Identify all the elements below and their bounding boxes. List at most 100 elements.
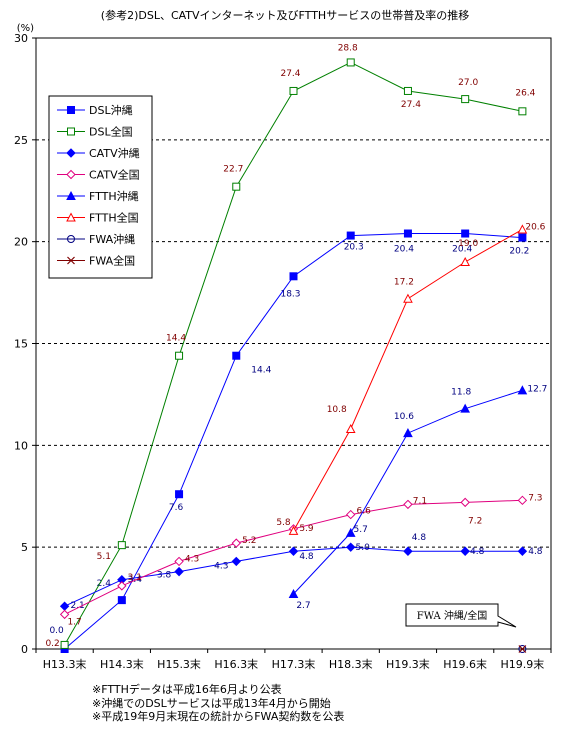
footnote-2: ※沖縄でのDSLサービスは平成13年4月から開始	[92, 696, 331, 710]
y-tick-label: 20	[14, 236, 28, 249]
data-label-DSL全国: 28.8	[338, 43, 358, 53]
point-FWA全国	[518, 645, 527, 653]
legend-label-CATV全国: CATV全国	[89, 168, 140, 182]
point-CATV全国	[117, 581, 127, 591]
y-tick-label: 0	[21, 643, 28, 656]
point-CATV沖縄	[346, 542, 356, 552]
data-label-DSL全国: 27.0	[458, 78, 478, 88]
data-label-CATV沖縄: 4.8	[470, 547, 485, 557]
y-axis-unit: (%)	[17, 23, 34, 34]
point-CATV全国	[403, 499, 413, 510]
point-FTTH沖縄	[517, 385, 528, 395]
data-label-CATV全国: 7.3	[528, 493, 542, 503]
footnote-1: ※FTTHデータは平成16年6月より公表	[92, 683, 282, 696]
legend-label-DSL沖縄: DSL沖縄	[89, 103, 133, 117]
point-DSL沖縄	[117, 596, 126, 605]
data-label-DSL全国: 26.4	[515, 88, 535, 98]
point-CATV沖縄	[59, 601, 70, 611]
data-label-FTTH全国: 19.0	[458, 239, 478, 249]
point-CATV全国	[59, 609, 70, 620]
point-DSL沖縄	[175, 490, 184, 499]
x-tick-label: H19.9末	[501, 657, 545, 671]
point-FTTH全国	[517, 224, 528, 234]
point-DSL全国	[403, 86, 412, 95]
data-label-CATV全国: 6.6	[357, 507, 372, 517]
point-DSL沖縄	[232, 351, 241, 360]
legend-marker-DSL沖縄	[67, 106, 75, 114]
point-CATV全国	[174, 556, 184, 567]
point-CATV沖縄	[288, 546, 299, 556]
point-CATV沖縄	[517, 546, 528, 556]
point-DSL沖縄	[346, 231, 355, 240]
fwa-callout-text: FWA 沖縄/全国	[417, 609, 488, 622]
legend-label-CATV沖縄: CATV沖縄	[89, 146, 140, 160]
x-tick-label: H16.3末	[214, 657, 258, 671]
x-tick-label: H19.3末	[386, 657, 430, 671]
legend-label-FWA全国: FWA全国	[89, 254, 135, 268]
point-CATV沖縄	[460, 546, 470, 556]
data-label-DSL全国: 5.1	[97, 552, 111, 562]
plot-area	[35, 37, 552, 650]
data-label-CATV全国: 3.1	[128, 573, 142, 583]
data-label-DSL沖縄: 2.4	[97, 579, 112, 589]
data-label-FTTH沖縄: 12.7	[527, 384, 547, 394]
point-CATV沖縄	[174, 566, 184, 577]
data-label-DSL沖縄: 14.4	[251, 366, 271, 376]
legend-marker-DSL全国	[67, 127, 75, 136]
data-label-FTTH全国: 5.8	[276, 518, 291, 528]
x-tick-label: H17.3末	[272, 657, 316, 671]
point-CATV全国	[231, 538, 241, 548]
point-FTTH全国	[403, 293, 413, 303]
data-label-CATV沖縄: 4.8	[412, 533, 427, 543]
y-tick-label: 10	[14, 439, 28, 452]
x-tick-label: H14.3末	[100, 657, 144, 671]
data-label-CATV全国: 7.2	[468, 516, 482, 526]
x-tick-label: H15.3末	[157, 657, 201, 671]
data-label-CATV沖縄: 4.8	[299, 552, 314, 562]
point-DSL全国	[117, 541, 126, 550]
data-label-CATV沖縄: 5.0	[356, 543, 371, 553]
data-label-DSL沖縄: 0.0	[49, 626, 64, 636]
point-FTTH全国	[345, 423, 356, 434]
data-label-FTTH沖縄: 2.7	[296, 601, 310, 611]
legend-marker-FWA全国	[67, 256, 75, 265]
point-DSL沖縄	[403, 229, 412, 238]
data-label-DSL全国: 27.4	[401, 100, 421, 110]
data-label-DSL全国: 22.7	[223, 165, 243, 175]
y-tick-label: 15	[14, 338, 28, 351]
point-FTTH沖縄	[345, 527, 356, 537]
point-CATV全国	[346, 509, 356, 520]
data-label-FTTH全国: 17.2	[394, 278, 414, 288]
series-line-FTTH全国	[293, 228, 523, 532]
data-label-CATV沖縄: 4.8	[528, 547, 543, 557]
data-label-FTTH沖縄: 5.7	[354, 525, 368, 535]
y-tick-label: 25	[14, 134, 28, 147]
data-label-FTTH沖縄: 11.8	[451, 388, 471, 398]
x-tick-label: H13.3末	[43, 657, 87, 671]
point-DSL沖縄	[289, 272, 298, 281]
point-CATV全国	[460, 497, 470, 508]
point-DSL全国	[232, 182, 241, 191]
y-tick-label: 30	[14, 32, 28, 45]
point-FTTH全国	[460, 256, 470, 267]
point-DSL沖縄	[518, 233, 527, 242]
point-FTTH沖縄	[460, 403, 470, 413]
legend-label-DSL全国: DSL全国	[89, 125, 133, 139]
point-FWA沖縄	[518, 645, 527, 653]
fwa-callout-box	[405, 603, 517, 628]
point-FTTH全国	[288, 525, 299, 535]
data-label-DSL沖縄: 20.4	[452, 245, 472, 255]
legend-label-FTTH全国: FTTH全国	[89, 211, 139, 225]
point-DSL全国	[461, 95, 470, 104]
legend	[48, 95, 153, 279]
legend-marker-FWA沖縄	[67, 235, 75, 243]
data-label-DSL全国: 27.4	[280, 69, 300, 79]
point-DSL全国	[60, 640, 69, 649]
data-label-CATV沖縄: 3.8	[157, 571, 172, 581]
point-DSL沖縄	[461, 229, 470, 238]
data-label-DSL沖縄: 18.3	[280, 289, 300, 299]
data-label-DSL全国: 14.4	[166, 334, 186, 344]
point-CATV沖縄	[231, 556, 241, 567]
data-label-DSL沖縄: 20.2	[509, 247, 529, 257]
